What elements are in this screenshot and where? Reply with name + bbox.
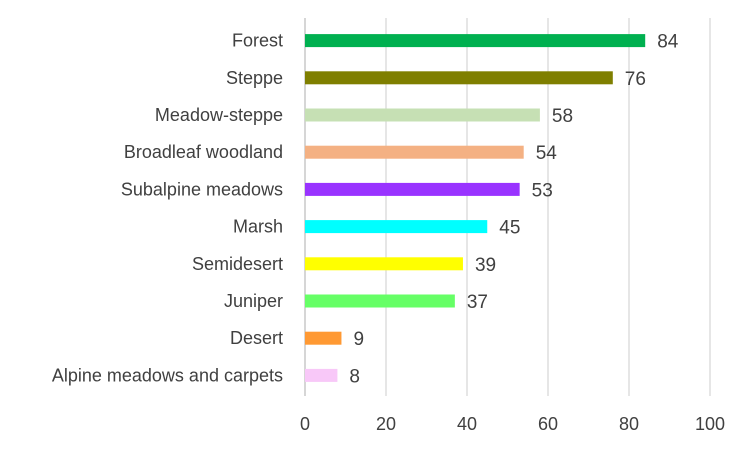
bar-desert (305, 331, 342, 345)
category-label-broadleaf-woodland: Broadleaf woodland (124, 142, 283, 162)
value-label-alpine-meadows-and-carpets: 8 (349, 366, 360, 387)
bar-marsh (305, 220, 488, 234)
category-label-semidesert: Semidesert (192, 254, 283, 274)
bar-meadow-steppe (305, 108, 540, 122)
category-label-alpine-meadows-and-carpets: Alpine meadows and carpets (52, 365, 283, 385)
x-tick-label-100: 100 (695, 414, 725, 434)
category-label-steppe: Steppe (226, 68, 283, 88)
bar-alpine-meadows-and-carpets (305, 368, 338, 382)
bar-subalpine-meadows (305, 182, 520, 196)
value-label-broadleaf-woodland: 54 (536, 143, 558, 164)
x-tick-label-0: 0 (300, 414, 310, 434)
value-label-semidesert: 39 (475, 255, 496, 276)
category-label-forest: Forest (232, 31, 283, 51)
x-axis-tick-labels: 0 20 40 60 80 100 (300, 414, 725, 434)
category-labels: Forest Steppe Meadow-steppe Broadleaf woodl… (52, 31, 283, 386)
category-label-desert: Desert (230, 328, 283, 348)
category-label-juniper: Juniper (224, 291, 283, 311)
value-label-forest: 84 (657, 32, 679, 53)
value-label-juniper: 37 (467, 292, 488, 313)
x-tick-label-60: 60 (538, 414, 558, 434)
value-label-steppe: 76 (625, 69, 646, 90)
value-label-meadow-steppe: 58 (552, 106, 573, 127)
x-tick-label-80: 80 (619, 414, 639, 434)
value-label-marsh: 45 (499, 218, 520, 239)
bar-semidesert (305, 257, 463, 271)
bars (305, 34, 646, 382)
bar-broadleaf-woodland (305, 145, 524, 159)
x-tick-label-20: 20 (376, 414, 396, 434)
bar-steppe (305, 71, 613, 85)
value-label-desert: 9 (353, 329, 364, 350)
category-label-meadow-steppe: Meadow-steppe (155, 105, 283, 125)
bar-forest (305, 34, 646, 48)
value-label-subalpine-meadows: 53 (532, 180, 553, 201)
bar-juniper (305, 294, 455, 308)
category-label-marsh: Marsh (233, 217, 283, 237)
category-label-subalpine-meadows: Subalpine meadows (121, 179, 283, 199)
x-tick-label-40: 40 (457, 414, 477, 434)
